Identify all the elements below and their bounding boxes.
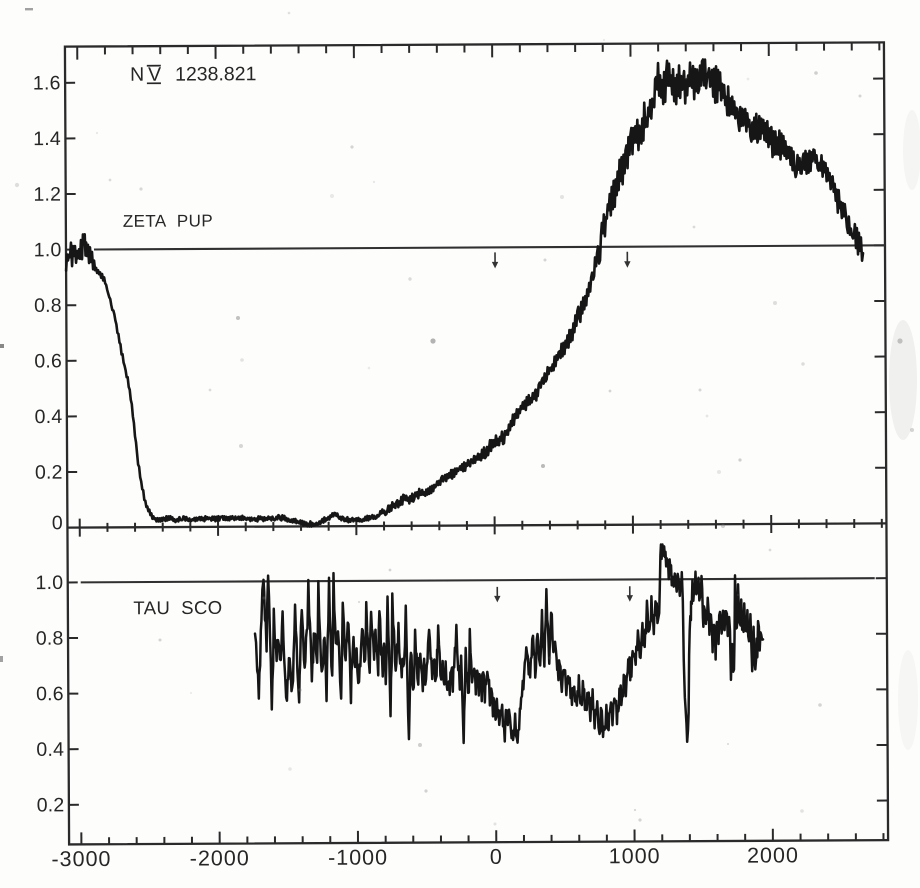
svg-text:0.8: 0.8 [36,628,64,650]
svg-text:-2000: -2000 [190,846,250,870]
svg-text:N: N [130,64,144,86]
svg-text:0.2: 0.2 [35,462,63,484]
svg-text:2000: 2000 [747,843,799,867]
svg-text:-3000: -3000 [51,847,111,871]
svg-text:0.4: 0.4 [36,739,64,761]
svg-text:1.6: 1.6 [33,72,61,94]
svg-text:1.0: 1.0 [34,239,62,261]
svg-text:1.0: 1.0 [35,572,63,594]
svg-text:0.8: 0.8 [34,295,62,317]
svg-text:TAU SCO: TAU SCO [133,597,222,618]
svg-text:0.6: 0.6 [36,683,64,705]
svg-text:0.4: 0.4 [35,406,63,428]
svg-text:1.2: 1.2 [33,184,61,206]
svg-text:ZETA PUP: ZETA PUP [123,211,213,230]
svg-text:0: 0 [490,845,503,869]
svg-text:0.2: 0.2 [37,794,65,816]
svg-text:0.6: 0.6 [34,350,62,372]
svg-text:0: 0 [52,512,63,534]
svg-text:V: V [148,64,161,86]
svg-text:1238.821: 1238.821 [175,63,256,85]
svg-text:1000: 1000 [609,844,661,868]
svg-text:-1000: -1000 [328,845,388,869]
svg-text:1.4: 1.4 [33,128,61,150]
